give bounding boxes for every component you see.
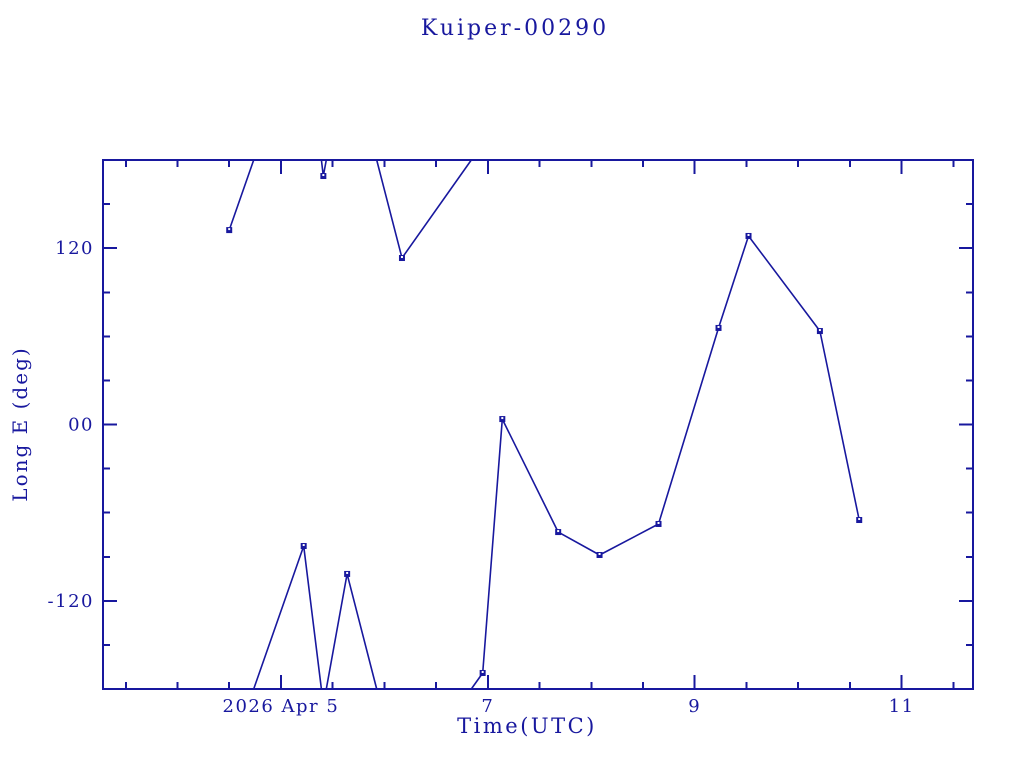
svg-text:9: 9 [688,696,701,717]
svg-text:7: 7 [481,696,494,717]
svg-text:-120: -120 [48,591,94,612]
x-axis-label: Time(UTC) [457,714,597,738]
data-series-line [228,159,860,690]
svg-text:00: 00 [68,415,94,436]
axis-ticks [103,160,973,689]
data-point-markers [226,173,863,676]
axis-tick-labels: 2026 Apr 5 7 9 11 120 00 -120 [48,238,915,717]
svg-text:11: 11 [889,696,915,717]
svg-text:120: 120 [55,238,94,259]
chart-title: Kuiper-00290 [420,16,610,41]
svg-text:2026 Apr 5: 2026 Apr 5 [223,696,340,717]
plot-frame [102,159,974,690]
